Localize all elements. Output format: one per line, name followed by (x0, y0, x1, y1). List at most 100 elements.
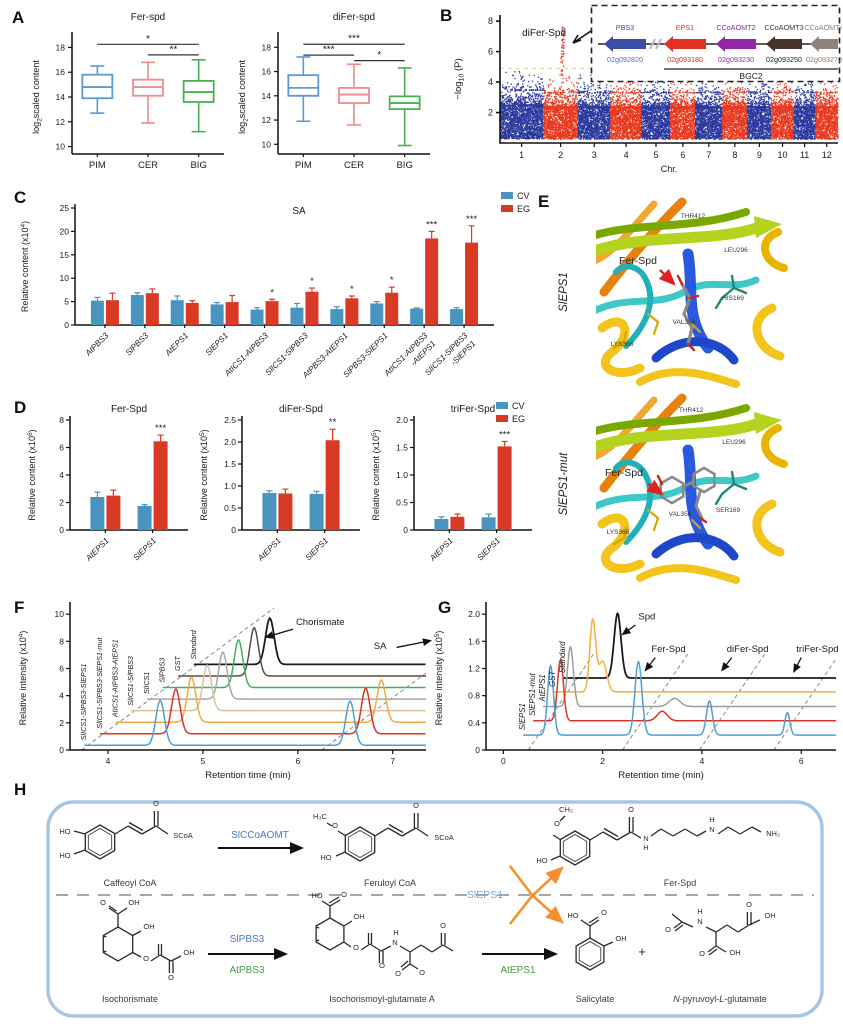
svg-text:log2scaled content: log2scaled content (31, 60, 44, 134)
svg-text:Relative content (x105): Relative content (x105) (199, 429, 209, 520)
svg-text:CER: CER (138, 160, 158, 171)
svg-text:SlEPS1: SlEPS1 (518, 703, 527, 730)
svg-text:SlICS1-SlPBS3-SlEPS1-mut: SlICS1-SlPBS3-SlEPS1-mut (95, 637, 104, 729)
svg-text:N: N (697, 917, 702, 926)
svg-text:O: O (440, 921, 446, 930)
trace-SlICS1-SlPBS3-SlEPS1 (84, 699, 426, 746)
svg-text:0: 0 (231, 525, 236, 535)
box-CER (338, 63, 370, 126)
svg-text:0: 0 (64, 320, 69, 330)
svg-text:SA: SA (374, 641, 387, 652)
svg-text:6: 6 (59, 443, 64, 453)
annotation-arrow-SA (396, 638, 433, 649)
boxplot: 10 12 14 16 18 Fer-spd log2scaled content PIM CE… (31, 12, 224, 171)
svg-text:O: O (665, 925, 671, 934)
svg-text:0: 0 (475, 745, 480, 755)
panel-d1: 0 2 4 6 8 Fer-Spd Relative content (x106) AtEPS… (24, 398, 194, 594)
trace-SlICS1-SlPBS3-SlEPS1-mut (99, 687, 426, 735)
svg-text:diFer-spd: diFer-spd (333, 12, 375, 23)
panel-f: Standard GST SlPBS3 SlICS1 SlICS1-SlPBS3 AtIC… (12, 596, 434, 796)
svg-text:SlEPS1: SlEPS1 (467, 889, 503, 901)
panel-g: Standard GST AtEPS1 SlEPS1-mut SlEPS1 0 0.4 0.8… (430, 596, 843, 796)
svg-text:HO: HO (59, 851, 70, 860)
svg-text:10: 10 (55, 609, 65, 619)
svg-text:SER169: SER169 (716, 507, 741, 514)
svg-text:AtEPS1: AtEPS1 (255, 536, 282, 563)
svg-text:8: 8 (59, 415, 64, 425)
svg-text:Fer-Spd: Fer-Spd (111, 404, 147, 415)
svg-text:HO: HO (567, 911, 578, 920)
svg-text:Chorismate: Chorismate (296, 617, 345, 628)
svg-text:***: *** (426, 219, 437, 230)
svg-text:log2scaled content: log2scaled content (237, 60, 250, 134)
waterfall: Standard GST SlPBS3 SlICS1 SlICS1-SlPBS3 AtIC… (18, 602, 433, 781)
svg-text:0: 0 (59, 525, 64, 535)
svg-text:16: 16 (262, 67, 272, 77)
svg-text:HO: HO (320, 853, 331, 862)
svg-text:***: *** (155, 423, 166, 434)
svg-text:Fer-spd: Fer-spd (131, 12, 165, 23)
svg-text:7: 7 (390, 756, 395, 766)
svg-text:0.4: 0.4 (468, 718, 480, 728)
bar-chart-difer-spd: 0 0.5 1.0 1.5 2.0 2.5 diFer-Spd Relative conten… (199, 404, 360, 563)
svg-text:***: *** (348, 34, 360, 45)
svg-text:1.0: 1.0 (396, 470, 408, 480)
svg-text:H: H (393, 928, 398, 937)
svg-text:0: 0 (501, 756, 506, 766)
svg-text:4: 4 (59, 691, 64, 701)
svg-text:diFer-Spd: diFer-Spd (279, 404, 323, 415)
svg-text:CV: CV (512, 401, 525, 411)
svg-text:*: * (390, 275, 394, 286)
svg-text:Relative content (x106): Relative content (x106) (27, 429, 37, 520)
molecule-feruloyl-coa: H₃C O HO O SCoA Feruloyl CoA (313, 801, 454, 888)
svg-text:GST: GST (173, 656, 182, 671)
trace-GST (553, 617, 836, 693)
svg-text:CH₃: CH₃ (559, 805, 573, 814)
svg-text:OH: OH (128, 898, 139, 907)
trace-Standard (563, 612, 836, 679)
svg-text:OH: OH (143, 922, 154, 931)
box-BIG (182, 59, 215, 133)
box-BIG (388, 67, 421, 147)
svg-text:CCoAOMT4: CCoAOMT4 (804, 23, 842, 32)
box-CER (132, 61, 164, 124)
bar-CV-AtICS1-AtPBS3 (250, 307, 264, 325)
svg-text:02g093250: 02g093250 (766, 55, 802, 64)
panel-b-manhattan: PBS3 02g092820 EPS1 02g093180 CCoAOMT2 02g093… (440, 0, 843, 182)
svg-text:AtICS1-AtPBS3-AtEPS1: AtICS1-AtPBS3-AtEPS1 (111, 639, 120, 718)
barchart: 0 5 10 15 20 25 SA Relative content (x104) AtPBS… (20, 191, 530, 381)
svg-text:15: 15 (60, 250, 70, 260)
svg-text:O: O (395, 969, 401, 978)
svg-text:O: O (379, 961, 385, 970)
panel-label-a: A (12, 8, 25, 27)
svg-text:O: O (699, 949, 705, 958)
svg-text:GST: GST (548, 670, 557, 687)
svg-text:10: 10 (60, 273, 70, 283)
trace-GST (178, 626, 426, 677)
svg-text:VAL356: VAL356 (669, 511, 692, 518)
panel-label-h: H (14, 780, 27, 799)
svg-text:0.5: 0.5 (396, 498, 408, 508)
svg-text:4: 4 (59, 470, 64, 480)
svg-text:**: ** (169, 44, 177, 55)
bar-CV-SlEPS1 (137, 503, 152, 530)
svg-text:2: 2 (600, 756, 605, 766)
svg-text:HIS169: HIS169 (722, 295, 744, 302)
svg-text:SlEPS1: SlEPS1 (132, 536, 158, 562)
gene-arrow-EPS1 (664, 36, 706, 52)
gene-arrow-CCoAOMT3 (766, 36, 802, 52)
boxplot-fer-spd: 10 12 14 16 18 Fer-spd log2scaled content PIM CE… (31, 12, 224, 171)
bar-CV-SlICS1-SlPBS3 (290, 302, 304, 325)
svg-text:BIG: BIG (396, 160, 412, 171)
svg-text:Isochorismate: Isochorismate (102, 994, 158, 1004)
svg-text:1.5: 1.5 (224, 459, 236, 469)
svg-text:LYS366: LYS366 (607, 529, 630, 536)
svg-text:10: 10 (56, 142, 66, 152)
svg-text:SlICS1: SlICS1 (142, 672, 151, 694)
bar-chart-fer-spd: 0 2 4 6 8 Fer-Spd Relative content (x106) AtEPS… (27, 404, 188, 563)
trace-SlICS1 (146, 651, 426, 700)
trace-AtEPS1 (543, 645, 836, 708)
trace-SlEPS1-mut (533, 658, 836, 722)
svg-text:4: 4 (700, 756, 705, 766)
